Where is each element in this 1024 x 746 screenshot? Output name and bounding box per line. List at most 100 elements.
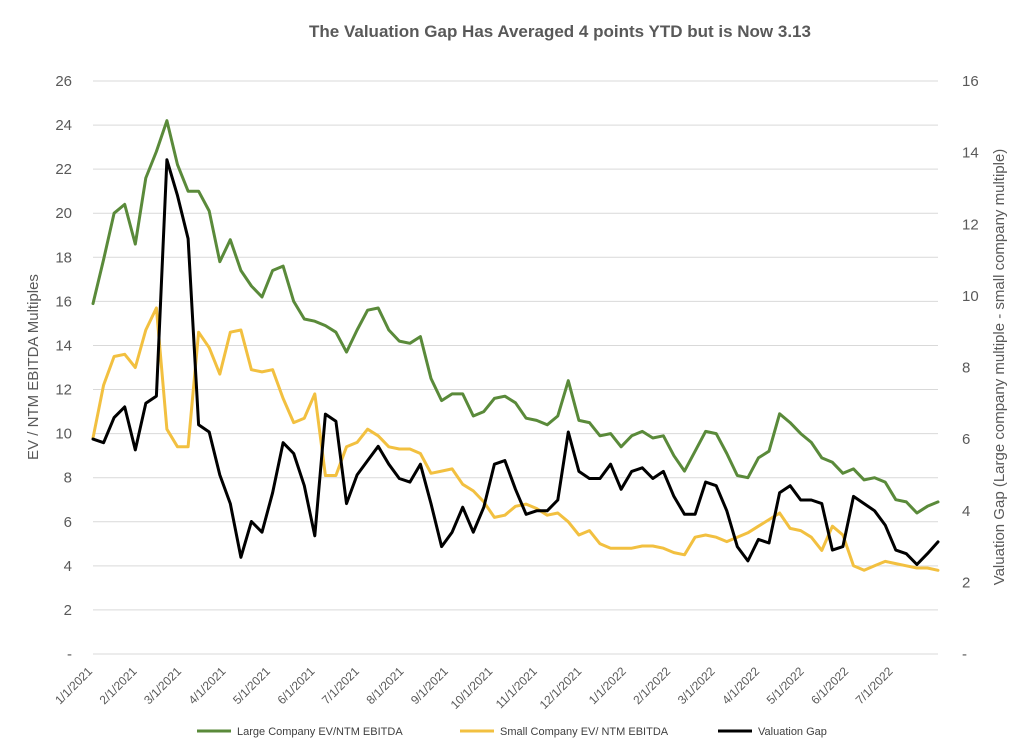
series-line-valuation-gap [91, 158, 940, 566]
chart-title: The Valuation Gap Has Averaged 4 points … [309, 22, 811, 41]
data-point [842, 534, 844, 536]
data-point [641, 545, 643, 547]
data-point [293, 452, 295, 455]
data-point [757, 525, 760, 527]
data-point [884, 481, 886, 483]
data-point [747, 560, 749, 562]
data-point [377, 445, 379, 447]
y-tick-label: 16 [55, 293, 72, 310]
data-point [842, 472, 844, 474]
data-point [631, 470, 633, 472]
data-point [462, 483, 464, 485]
data-point [895, 499, 897, 501]
data-point [250, 520, 252, 523]
y-tick-label: 26 [55, 73, 72, 90]
data-point [810, 441, 812, 443]
data-point [282, 265, 284, 267]
y2-tick-label: 8 [962, 360, 970, 377]
data-point [736, 474, 738, 477]
data-point [103, 384, 105, 386]
data-point [715, 433, 717, 435]
x-tick-label: 11/1/2021 [493, 664, 540, 711]
data-point [462, 506, 464, 508]
data-point [578, 470, 580, 472]
data-point [409, 448, 411, 450]
data-point [937, 569, 939, 571]
data-point [176, 446, 179, 448]
data-point [620, 446, 622, 448]
data-point [610, 433, 612, 435]
legend-label: Valuation Gap [758, 726, 827, 738]
data-point [863, 479, 865, 481]
data-point [768, 519, 770, 521]
data-point [884, 524, 886, 526]
y2-tick-label: - [962, 646, 967, 663]
data-point [124, 353, 126, 355]
data-point [124, 203, 126, 205]
data-point [736, 536, 738, 538]
x-tick-label: 2/1/2022 [630, 664, 673, 707]
data-point [92, 303, 94, 305]
y-tick-label: 2 [64, 602, 72, 619]
data-point [441, 546, 443, 548]
y2-tick-label: 16 [962, 73, 979, 90]
data-point [472, 490, 474, 492]
data-point [620, 488, 622, 490]
data-point [134, 449, 136, 451]
y2-tick-label: 10 [962, 288, 979, 305]
data-point [419, 336, 421, 338]
data-point [451, 531, 453, 533]
data-point [779, 492, 781, 494]
data-point [652, 437, 654, 439]
data-point [726, 541, 728, 543]
data-point [472, 415, 474, 417]
data-point [103, 442, 105, 444]
data-point [599, 435, 601, 437]
y-tick-label: 6 [64, 514, 72, 531]
data-point [641, 467, 643, 469]
data-point [441, 470, 443, 472]
data-point [367, 428, 369, 430]
y-tick-label: 4 [64, 558, 72, 575]
x-tick-label: 4/1/2022 [719, 664, 762, 707]
data-point [198, 331, 200, 333]
data-point [187, 446, 189, 448]
data-point [863, 503, 865, 505]
data-point [631, 547, 633, 549]
data-point [705, 430, 707, 432]
y-tick-label: 24 [55, 117, 72, 134]
y-tick-label: 14 [55, 337, 72, 354]
y-axis-right-label: Valuation Gap (Large company multiple - … [991, 149, 1008, 586]
x-tick-label: 3/1/2022 [675, 664, 718, 707]
data-point [272, 369, 274, 371]
data-point [610, 547, 612, 549]
data-point [895, 549, 897, 551]
data-point [557, 499, 559, 501]
data-point [272, 492, 274, 494]
y2-tick-label: 6 [962, 431, 970, 448]
data-point [842, 546, 844, 548]
x-tick-label: 6/1/2022 [808, 664, 851, 707]
data-point [250, 369, 252, 371]
data-point [768, 450, 770, 452]
series-line-large-company-ev-ntm-ebitda [91, 119, 940, 515]
data-point [916, 512, 918, 514]
data-point [208, 210, 210, 212]
y2-tick-label: 2 [962, 574, 970, 591]
data-point [673, 552, 675, 554]
data-point [335, 420, 337, 422]
data-point [747, 532, 749, 534]
data-point [683, 513, 686, 515]
x-tick-label: 9/1/2021 [408, 664, 451, 707]
data-point [789, 527, 791, 530]
data-point [673, 455, 675, 457]
data-point [514, 488, 517, 490]
data-point [419, 463, 421, 465]
y-axis-right-ticks: - 2 4 6 8 10 12 14 16 [962, 73, 979, 663]
data-point [557, 512, 559, 514]
data-point [536, 510, 538, 512]
data-point [905, 553, 907, 555]
data-point [208, 431, 210, 433]
